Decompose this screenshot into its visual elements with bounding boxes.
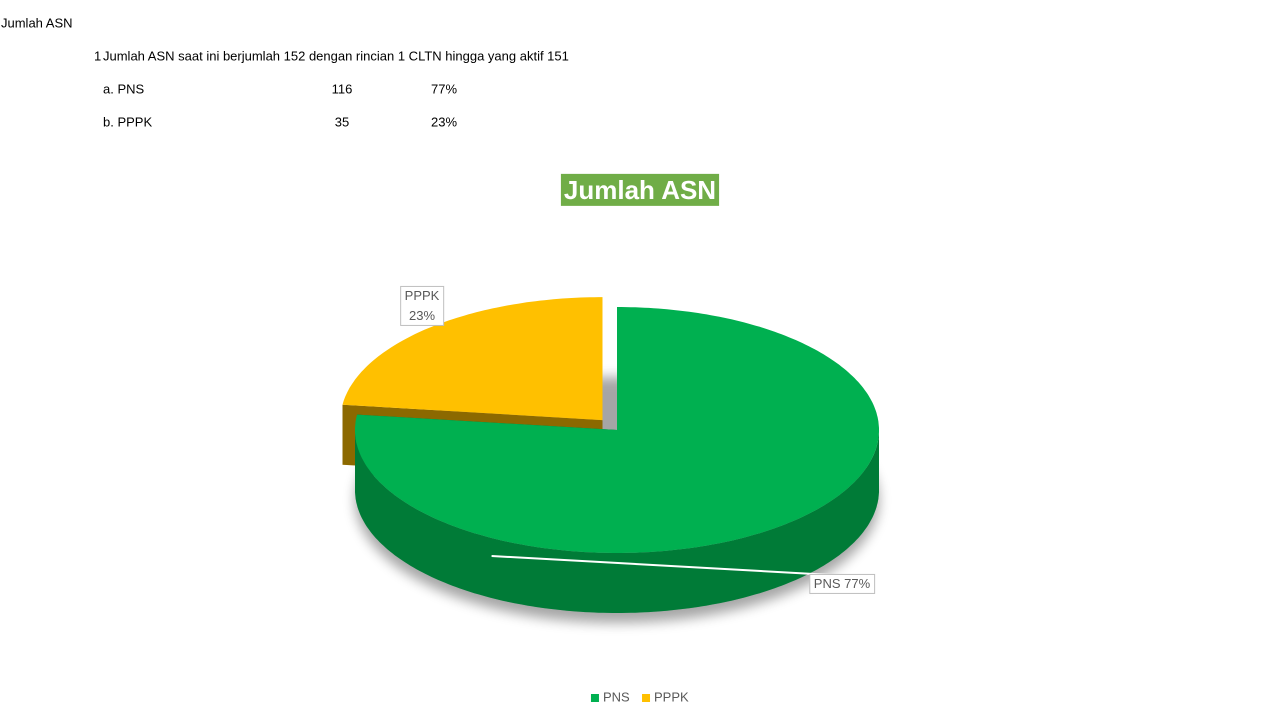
pie-slice [355, 307, 879, 553]
legend-label: PNS [603, 689, 630, 704]
data-label-box [809, 573, 876, 594]
row-percent: 77% [431, 81, 457, 96]
data-label: PNS 77% [814, 576, 871, 591]
legend: PNS PPPK [590, 689, 689, 704]
row-count: 35 [335, 114, 349, 129]
pie-slice-side [355, 430, 879, 613]
data-label-value: 77% [844, 576, 870, 591]
data-label-category: PNS [814, 576, 841, 591]
row-label: a. PNS [103, 81, 145, 96]
data-label-leader [491, 554, 833, 576]
summary-text: Jumlah ASN saat ini berjumlah 152 dengan… [103, 48, 569, 63]
legend-label: PPPK [654, 689, 689, 704]
data-label-leader [278, 296, 413, 339]
pie-slice-side-shade [355, 430, 879, 613]
row-label: b. PPPK [103, 114, 152, 129]
summary-number: 1 [94, 48, 101, 63]
data-label-category: PPPK [405, 288, 440, 303]
legend-swatch [590, 694, 599, 702]
data-label-value: 23% [409, 308, 435, 323]
sheet-title: Jumlah ASN [1, 15, 73, 30]
chart-title: Jumlah ASN [564, 175, 716, 205]
pie [342, 297, 879, 613]
legend-swatch [642, 694, 651, 702]
pie-slice [342, 297, 603, 421]
data-label: PPPK 23% [405, 288, 440, 323]
row-count: 116 [332, 81, 353, 96]
chart-title-background [560, 173, 720, 206]
data-label-box [400, 285, 445, 326]
row-percent: 23% [431, 114, 457, 129]
